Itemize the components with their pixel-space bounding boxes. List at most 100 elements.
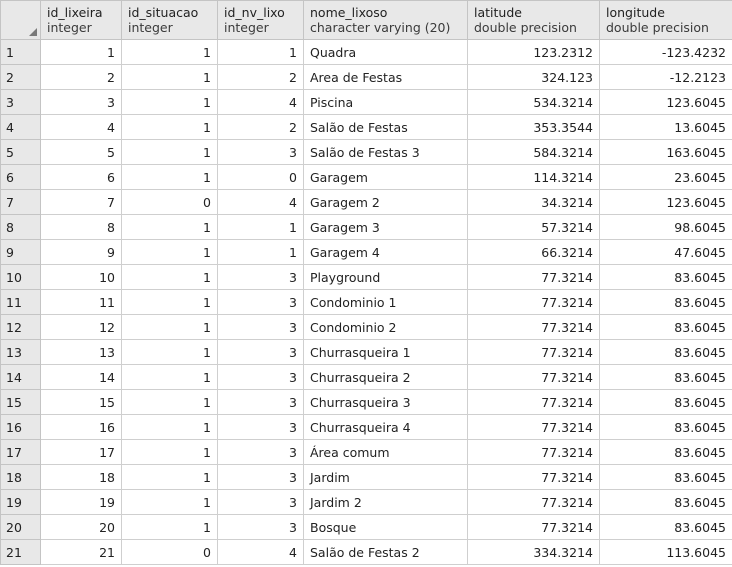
cell-latitude[interactable]: 584.3214 [467,139,600,165]
cell-latitude[interactable]: 57.3214 [467,214,600,240]
table-row[interactable]: 19 19 1 3 Jardim 2 77.3214 83.6045 [0,489,732,515]
cell-id-situacao[interactable]: 1 [121,289,218,315]
cell-id-lixeira[interactable]: 12 [40,314,122,340]
row-number[interactable]: 16 [0,414,41,440]
cell-id-nv-lixo[interactable]: 3 [217,389,304,415]
cell-latitude[interactable]: 34.3214 [467,189,600,215]
cell-nome-lixoso[interactable]: Piscina [303,89,468,115]
table-row[interactable]: 11 11 1 3 Condominio 1 77.3214 83.6045 [0,289,732,315]
cell-nome-lixoso[interactable]: Jardim 2 [303,489,468,515]
cell-id-situacao[interactable]: 1 [121,314,218,340]
column-header-id-nv-lixo[interactable]: id_nv_lixo integer [217,0,304,40]
cell-longitude[interactable]: 83.6045 [599,314,732,340]
table-row[interactable]: 9 9 1 1 Garagem 4 66.3214 47.6045 [0,239,732,265]
cell-id-situacao[interactable]: 1 [121,389,218,415]
cell-id-lixeira[interactable]: 6 [40,164,122,190]
row-number[interactable]: 12 [0,314,41,340]
cell-longitude[interactable]: 83.6045 [599,464,732,490]
table-row[interactable]: 17 17 1 3 Área comum 77.3214 83.6045 [0,439,732,465]
cell-id-nv-lixo[interactable]: 1 [217,239,304,265]
row-number[interactable]: 8 [0,214,41,240]
table-row[interactable]: 2 2 1 2 Area de Festas 324.123 -12.2123 [0,64,732,90]
cell-longitude[interactable]: 83.6045 [599,264,732,290]
column-header-longitude[interactable]: longitude double precision [599,0,732,40]
column-header-id-situacao[interactable]: id_situacao integer [121,0,218,40]
cell-nome-lixoso[interactable]: Garagem 4 [303,239,468,265]
row-number[interactable]: 5 [0,139,41,165]
cell-latitude[interactable]: 334.3214 [467,539,600,565]
cell-latitude[interactable]: 77.3214 [467,439,600,465]
cell-longitude[interactable]: 123.6045 [599,89,732,115]
cell-id-situacao[interactable]: 1 [121,264,218,290]
column-header-nome-lixoso[interactable]: nome_lixoso character varying (20) [303,0,468,40]
cell-nome-lixoso[interactable]: Garagem 2 [303,189,468,215]
cell-latitude[interactable]: 77.3214 [467,314,600,340]
cell-id-lixeira[interactable]: 11 [40,289,122,315]
row-number[interactable]: 4 [0,114,41,140]
cell-id-lixeira[interactable]: 2 [40,64,122,90]
cell-id-situacao[interactable]: 1 [121,114,218,140]
cell-longitude[interactable]: 47.6045 [599,239,732,265]
cell-id-situacao[interactable]: 1 [121,464,218,490]
row-number[interactable]: 7 [0,189,41,215]
cell-id-situacao[interactable]: 1 [121,339,218,365]
row-number[interactable]: 9 [0,239,41,265]
cell-id-nv-lixo[interactable]: 3 [217,289,304,315]
table-row[interactable]: 5 5 1 3 Salão de Festas 3 584.3214 163.6045 [0,139,732,165]
cell-nome-lixoso[interactable]: Churrasqueira 1 [303,339,468,365]
table-row[interactable]: 6 6 1 0 Garagem 114.3214 23.6045 [0,164,732,190]
cell-nome-lixoso[interactable]: Condominio 2 [303,314,468,340]
cell-id-situacao[interactable]: 1 [121,514,218,540]
cell-latitude[interactable]: 353.3544 [467,114,600,140]
row-number[interactable]: 15 [0,389,41,415]
cell-latitude[interactable]: 66.3214 [467,239,600,265]
cell-id-situacao[interactable]: 1 [121,489,218,515]
cell-id-lixeira[interactable]: 3 [40,89,122,115]
cell-id-lixeira[interactable]: 17 [40,439,122,465]
cell-id-situacao[interactable]: 1 [121,39,218,65]
cell-id-nv-lixo[interactable]: 3 [217,439,304,465]
cell-id-situacao[interactable]: 1 [121,364,218,390]
cell-longitude[interactable]: 98.6045 [599,214,732,240]
cell-id-situacao[interactable]: 1 [121,64,218,90]
cell-id-situacao[interactable]: 1 [121,439,218,465]
cell-latitude[interactable]: 77.3214 [467,389,600,415]
cell-nome-lixoso[interactable]: Area de Festas [303,64,468,90]
cell-latitude[interactable]: 77.3214 [467,514,600,540]
cell-latitude[interactable]: 77.3214 [467,339,600,365]
table-row[interactable]: 1 1 1 1 Quadra 123.2312 -123.4232 [0,39,732,65]
cell-id-nv-lixo[interactable]: 3 [217,139,304,165]
cell-id-nv-lixo[interactable]: 3 [217,489,304,515]
cell-id-nv-lixo[interactable]: 4 [217,539,304,565]
table-row[interactable]: 21 21 0 4 Salão de Festas 2 334.3214 113.6045 [0,539,732,565]
cell-id-nv-lixo[interactable]: 1 [217,214,304,240]
cell-longitude[interactable]: 83.6045 [599,389,732,415]
cell-id-nv-lixo[interactable]: 3 [217,414,304,440]
cell-nome-lixoso[interactable]: Condominio 1 [303,289,468,315]
cell-nome-lixoso[interactable]: Churrasqueira 2 [303,364,468,390]
cell-id-lixeira[interactable]: 15 [40,389,122,415]
row-number[interactable]: 1 [0,39,41,65]
cell-longitude[interactable]: 13.6045 [599,114,732,140]
cell-latitude[interactable]: 324.123 [467,64,600,90]
cell-nome-lixoso[interactable]: Churrasqueira 3 [303,389,468,415]
cell-id-situacao[interactable]: 1 [121,239,218,265]
row-number[interactable]: 17 [0,439,41,465]
cell-longitude[interactable]: 83.6045 [599,339,732,365]
select-all-corner[interactable] [0,0,41,40]
table-row[interactable]: 18 18 1 3 Jardim 77.3214 83.6045 [0,464,732,490]
cell-id-nv-lixo[interactable]: 2 [217,114,304,140]
cell-id-lixeira[interactable]: 7 [40,189,122,215]
cell-id-nv-lixo[interactable]: 3 [217,464,304,490]
column-header-latitude[interactable]: latitude double precision [467,0,600,40]
row-number[interactable]: 13 [0,339,41,365]
table-row[interactable]: 3 3 1 4 Piscina 534.3214 123.6045 [0,89,732,115]
cell-id-nv-lixo[interactable]: 3 [217,514,304,540]
cell-nome-lixoso[interactable]: Garagem [303,164,468,190]
cell-nome-lixoso[interactable]: Quadra [303,39,468,65]
cell-id-lixeira[interactable]: 5 [40,139,122,165]
cell-latitude[interactable]: 77.3214 [467,364,600,390]
cell-id-lixeira[interactable]: 14 [40,364,122,390]
cell-longitude[interactable]: 123.6045 [599,189,732,215]
table-row[interactable]: 7 7 0 4 Garagem 2 34.3214 123.6045 [0,189,732,215]
